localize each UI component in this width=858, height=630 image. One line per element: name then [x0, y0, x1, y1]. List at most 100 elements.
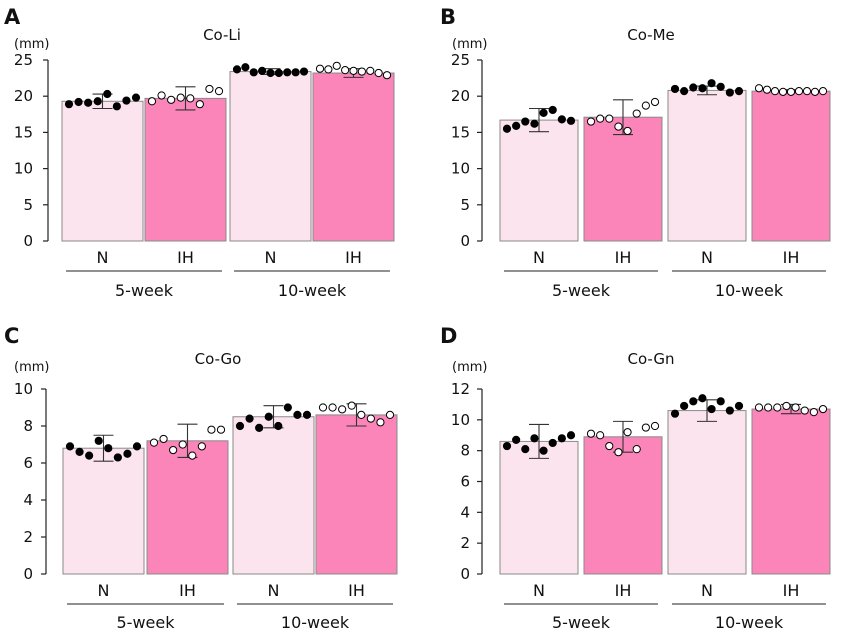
data-point	[149, 438, 159, 447]
data-point	[232, 65, 242, 74]
data-point	[195, 100, 204, 109]
data-point	[641, 101, 650, 110]
data-point	[214, 87, 224, 96]
data-point	[650, 421, 660, 431]
category-label: IH	[348, 581, 365, 600]
y-tick-label: 0	[23, 565, 33, 583]
y-tick-label: 4	[23, 491, 33, 509]
y-axis-unit: (mm)	[452, 37, 487, 52]
data-point	[197, 442, 206, 451]
data-point	[716, 397, 725, 406]
data-point	[385, 410, 395, 419]
data-point	[366, 414, 375, 423]
data-point	[266, 68, 275, 78]
data-point	[632, 109, 641, 118]
y-axis-unit: (mm)	[14, 37, 49, 52]
y-tick-label: 8	[460, 442, 470, 460]
y-tick-label: 25	[14, 51, 33, 69]
data-point	[186, 94, 195, 103]
panel-letter: B	[440, 5, 456, 29]
data-point	[810, 87, 820, 96]
data-point	[818, 404, 828, 414]
data-point	[818, 87, 828, 96]
data-point	[374, 68, 383, 78]
data-point	[347, 401, 356, 410]
data-point	[113, 453, 122, 462]
data-point	[84, 98, 93, 107]
category-label: IH	[177, 248, 194, 267]
group-label: 5-week	[115, 281, 174, 300]
data-point	[650, 97, 660, 107]
y-tick-label: 2	[460, 534, 470, 552]
data-point	[75, 447, 84, 456]
error-bar	[529, 107, 549, 133]
bar-ih	[315, 414, 398, 575]
data-point	[245, 414, 254, 423]
data-point	[176, 93, 185, 102]
data-point	[680, 401, 689, 411]
data-point	[207, 425, 216, 434]
data-point	[512, 121, 521, 130]
data-point	[332, 61, 341, 70]
data-point	[596, 431, 605, 440]
data-point	[566, 116, 576, 125]
data-point	[512, 435, 521, 444]
data-point	[698, 84, 707, 93]
y-tick-label: 15	[451, 123, 470, 141]
data-point	[632, 445, 641, 454]
y-tick-label: 8	[23, 417, 33, 435]
data-point	[338, 405, 347, 414]
group-label: 10-week	[715, 613, 784, 630]
panel-letter: D	[440, 324, 457, 348]
bar-ih	[751, 90, 831, 242]
data-point	[725, 88, 734, 97]
y-tick-label: 6	[460, 473, 470, 491]
data-point	[169, 445, 178, 455]
data-point	[283, 68, 292, 77]
data-point	[167, 95, 176, 104]
data-point	[274, 421, 283, 431]
data-point	[521, 117, 530, 126]
data-point	[132, 442, 142, 451]
data-point	[382, 71, 392, 80]
data-point	[255, 423, 264, 432]
data-point	[93, 97, 102, 106]
data-point	[530, 119, 539, 128]
data-point	[791, 403, 800, 412]
data-point	[85, 451, 94, 460]
data-point	[264, 412, 273, 421]
group-label: 10-week	[278, 281, 347, 300]
group-label: 5-week	[552, 613, 611, 630]
y-tick-label: 20	[451, 87, 470, 105]
data-point	[707, 404, 716, 414]
data-point	[241, 63, 250, 72]
data-point	[586, 117, 596, 126]
data-point	[502, 441, 512, 451]
data-point	[754, 84, 764, 93]
y-tick-label: 6	[23, 454, 33, 472]
category-label: N	[533, 248, 545, 267]
data-point	[770, 87, 780, 96]
data-point	[809, 408, 818, 417]
data-point	[299, 67, 309, 76]
panel-letter: A	[4, 5, 21, 29]
bar-n	[232, 416, 315, 575]
group-label: 5-week	[117, 613, 176, 630]
error-bar	[175, 86, 196, 111]
category-label: IH	[615, 248, 632, 267]
category-label: IH	[783, 581, 800, 600]
data-point	[216, 425, 226, 434]
bar-n	[667, 89, 747, 242]
y-axis-unit: (mm)	[14, 360, 49, 375]
data-point	[258, 66, 267, 75]
y-tick-label: 10	[451, 160, 470, 178]
bar-n	[667, 410, 747, 575]
data-point	[502, 124, 512, 133]
data-point	[123, 449, 132, 458]
y-tick-label: 0	[460, 232, 470, 250]
bar-ih	[312, 72, 395, 242]
bar-n	[62, 447, 145, 575]
